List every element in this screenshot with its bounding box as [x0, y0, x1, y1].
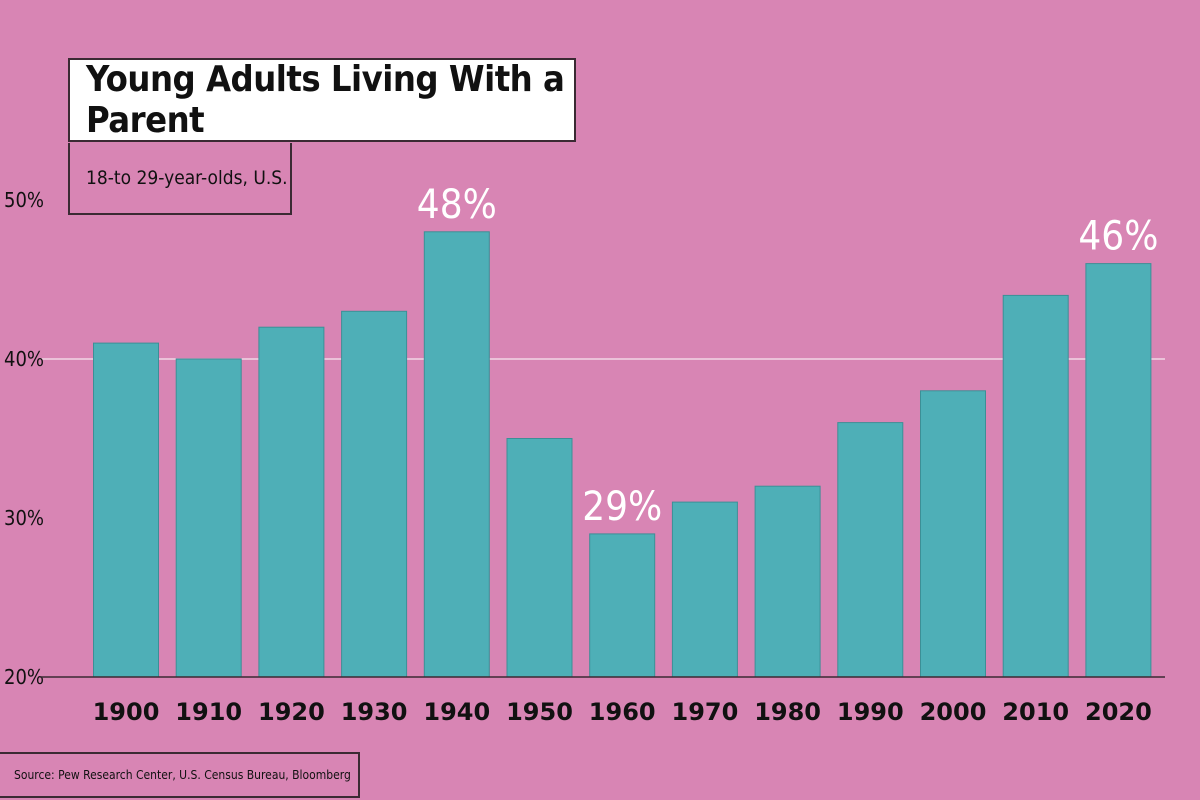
bar: [589, 533, 656, 678]
data-label: 48%: [417, 182, 497, 228]
x-tick-label: 1950: [506, 698, 573, 726]
bar: [506, 438, 573, 678]
x-tick-label: 1970: [672, 698, 739, 726]
data-label: 46%: [1078, 214, 1158, 260]
x-tick-label: 1980: [754, 698, 821, 726]
x-tick-label: 2000: [920, 698, 987, 726]
bar: [1002, 294, 1069, 678]
x-tick-label: 1940: [423, 698, 490, 726]
y-tick-label: 30%: [4, 506, 44, 530]
bar: [258, 326, 325, 678]
chart-title: Young Adults Living With a Parent: [68, 58, 576, 142]
bar: [837, 422, 904, 678]
bar: [754, 485, 821, 678]
x-tick-label: 1910: [175, 698, 242, 726]
bar: [671, 501, 738, 678]
x-tick-label: 1990: [837, 698, 904, 726]
source-note: Source: Pew Research Center, U.S. Census…: [0, 752, 360, 798]
x-tick-label: 1930: [341, 698, 408, 726]
x-tick-label: 2010: [1002, 698, 1069, 726]
bar: [93, 342, 159, 678]
bar: [341, 310, 408, 678]
bar: [175, 358, 242, 678]
bar: [920, 390, 986, 678]
x-tick-label: 1900: [93, 698, 160, 726]
x-tick-label: 2020: [1085, 698, 1152, 726]
y-tick-label: 50%: [4, 188, 44, 212]
bar: [423, 231, 490, 678]
x-tick-label: 1960: [589, 698, 656, 726]
x-tick-label: 1920: [258, 698, 325, 726]
data-label: 29%: [582, 484, 662, 530]
bar: [1085, 263, 1152, 678]
y-tick-label: 20%: [4, 665, 44, 689]
y-tick-label: 40%: [4, 347, 44, 371]
chart-subtitle: 18-to 29-year-olds, U.S.: [68, 143, 292, 215]
